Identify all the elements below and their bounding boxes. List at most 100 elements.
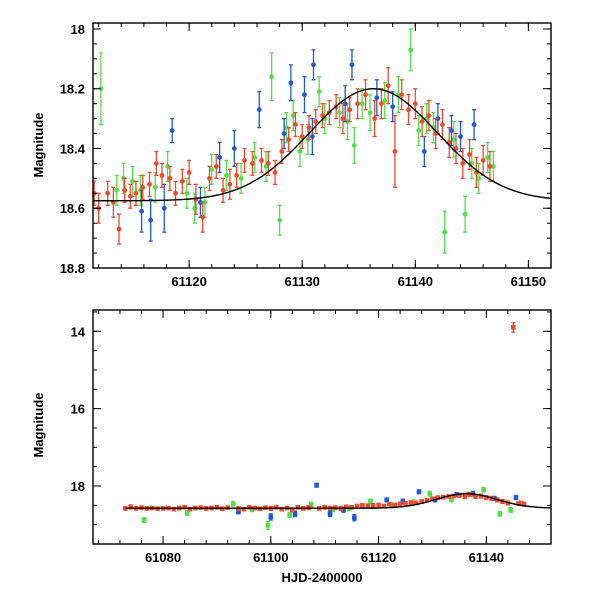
red-data-point bbox=[385, 67, 391, 105]
red-data-point bbox=[186, 159, 192, 185]
red-data-point bbox=[440, 108, 445, 141]
red-data-point bbox=[372, 100, 377, 138]
red-data-point bbox=[116, 213, 122, 245]
green-data-point bbox=[308, 501, 314, 508]
red-data-point bbox=[340, 103, 346, 135]
green-data-point bbox=[481, 486, 486, 493]
red-data-point bbox=[480, 144, 486, 177]
top-xtick-label: 61140 bbox=[398, 274, 433, 289]
green-data-point bbox=[238, 162, 244, 194]
green-data-point bbox=[152, 171, 158, 203]
red-data-point bbox=[227, 168, 233, 200]
green-data-point bbox=[476, 162, 482, 194]
bottom-panel: 61080 61100 61120 61140 14 16 18 Magnitude HJD… bbox=[31, 309, 552, 585]
blue-data-point bbox=[161, 183, 167, 233]
green-data-point bbox=[442, 210, 448, 254]
top-panel-ticks: 61120 61130 61140 61150 18 18.2 18.4 18.6 18.8 bbox=[60, 22, 552, 289]
blue-data-point bbox=[288, 64, 294, 102]
blue-data-point bbox=[169, 117, 175, 144]
blue-data-point bbox=[217, 141, 223, 174]
green-data-point bbox=[368, 498, 373, 505]
red-data-point bbox=[355, 88, 361, 120]
blue-data-point bbox=[302, 76, 307, 114]
red-data-point bbox=[299, 123, 305, 150]
blue-data-point bbox=[384, 497, 389, 503]
red-data-point bbox=[313, 108, 319, 135]
red-data-point bbox=[173, 180, 178, 206]
blue-data-point bbox=[139, 189, 145, 233]
blue-data-point bbox=[352, 513, 357, 522]
bottom-ylabel: Magnitude bbox=[31, 393, 46, 458]
red-data-point bbox=[306, 114, 312, 141]
green-data-point bbox=[297, 135, 303, 168]
green-data-point bbox=[497, 510, 503, 517]
blue-data-point bbox=[449, 114, 454, 147]
red-data-point bbox=[127, 183, 133, 209]
green-data-point bbox=[316, 76, 322, 108]
red-data-point bbox=[147, 171, 152, 197]
red-data-point bbox=[159, 162, 165, 188]
green-data-point bbox=[283, 111, 289, 144]
top-panel: 61120 61130 61140 61150 18 18.2 18.4 18.6 18.8 M… bbox=[31, 22, 552, 289]
red-data-point bbox=[426, 100, 432, 132]
green-data-point bbox=[252, 141, 258, 174]
bottom-model-curve bbox=[125, 493, 552, 509]
green-data-point bbox=[462, 195, 468, 233]
green-data-point bbox=[408, 28, 414, 72]
top-ytick-label: 18 bbox=[71, 22, 85, 37]
bottom-xtick-label: 61120 bbox=[361, 550, 396, 565]
red-data-point bbox=[392, 114, 398, 188]
top-ytick-label: 18.8 bbox=[60, 261, 85, 276]
green-data-point bbox=[382, 82, 388, 120]
red-data-point bbox=[265, 150, 271, 177]
blue-data-point bbox=[256, 91, 262, 129]
green-data-point bbox=[265, 520, 271, 530]
bottom-panel-marks bbox=[123, 322, 527, 530]
top-ytick-label: 18.2 bbox=[60, 82, 85, 97]
red-data-point bbox=[387, 501, 392, 507]
red-data-point bbox=[473, 156, 479, 188]
red-data-point bbox=[242, 147, 247, 174]
red-data-point bbox=[378, 88, 384, 120]
red-data-point bbox=[462, 493, 468, 500]
top-model-curve bbox=[93, 88, 552, 202]
blue-data-point bbox=[374, 79, 380, 117]
blue-data-point bbox=[416, 489, 422, 495]
red-data-point bbox=[399, 79, 405, 111]
green-data-point bbox=[165, 150, 171, 183]
red-data-point bbox=[133, 180, 139, 206]
red-data-point bbox=[433, 117, 439, 150]
blue-data-point bbox=[421, 135, 427, 168]
bottom-panel-ticks: 61080 61100 61120 61140 14 16 18 bbox=[71, 310, 552, 565]
blue-data-point bbox=[349, 49, 355, 81]
blue-data-point bbox=[148, 198, 154, 242]
red-data-point bbox=[419, 106, 425, 138]
blue-data-point bbox=[314, 482, 319, 488]
red-data-point bbox=[376, 502, 381, 508]
red-data-point bbox=[510, 322, 516, 333]
top-panel-frame bbox=[92, 22, 552, 269]
green-data-point bbox=[451, 120, 457, 159]
bottom-xlabel: HJD-2400000 bbox=[282, 570, 363, 585]
red-data-point bbox=[453, 132, 459, 165]
red-data-point bbox=[220, 177, 226, 203]
red-data-point bbox=[234, 162, 240, 188]
green-data-point bbox=[287, 512, 292, 518]
red-data-point bbox=[272, 159, 278, 185]
top-panel-marks bbox=[91, 28, 496, 254]
red-data-point bbox=[392, 502, 398, 508]
green-data-point bbox=[269, 52, 275, 102]
blue-data-point bbox=[342, 85, 348, 123]
red-data-point bbox=[105, 180, 111, 206]
red-data-point bbox=[167, 165, 173, 191]
red-data-point bbox=[123, 506, 128, 511]
top-ytick-label: 18.6 bbox=[60, 201, 85, 216]
blue-data-point bbox=[471, 108, 477, 141]
top-ytick-label: 18.4 bbox=[60, 141, 86, 156]
bottom-xtick-label: 61100 bbox=[253, 550, 288, 565]
green-data-point bbox=[230, 500, 236, 507]
red-data-point bbox=[487, 150, 493, 183]
green-data-point bbox=[359, 88, 365, 120]
red-data-point bbox=[365, 503, 371, 509]
red-data-point bbox=[279, 138, 285, 165]
